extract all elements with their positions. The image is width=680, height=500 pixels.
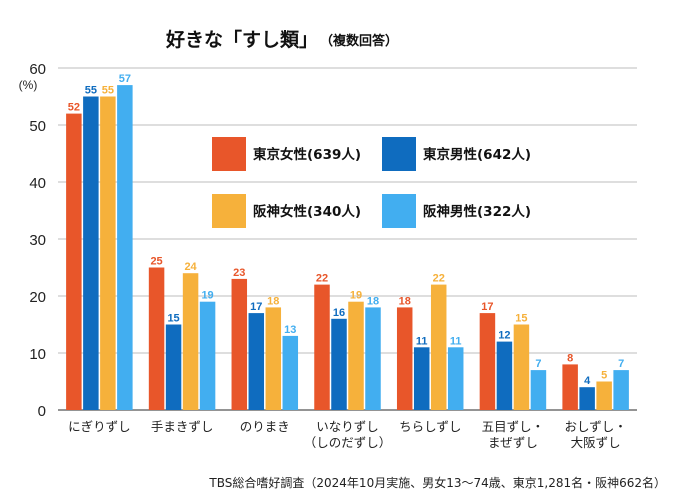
- category-label-7: おしずし・: [565, 419, 627, 434]
- bar-5-series-4: [447, 347, 464, 410]
- category-label-3: のりまき: [240, 419, 290, 434]
- chart-title: 好きな「すし類」: [165, 28, 318, 51]
- data-label-2-series-3: 24: [184, 261, 197, 273]
- gridlines: [58, 67, 637, 411]
- data-label-7-series-4: 7: [618, 358, 624, 370]
- y-tick-label-10: 10: [29, 346, 46, 363]
- legend-swatch-1: [212, 137, 246, 171]
- bar-6-series-2: [496, 341, 513, 410]
- data-label-5-series-4: 11: [450, 335, 462, 347]
- legend-swatch-3: [212, 194, 246, 228]
- data-label-3-series-3: 18: [267, 295, 279, 307]
- data-label-5-series-1: 18: [399, 295, 411, 307]
- bar-7-series-1: [562, 364, 578, 410]
- bar-4-series-2: [331, 318, 347, 410]
- bar-1-series-1: [66, 113, 82, 410]
- bar-1-series-3: [100, 96, 116, 410]
- data-label-5-series-2: 11: [416, 335, 428, 347]
- bar-1-series-4: [117, 85, 133, 410]
- category-label-6-line-2: まぜずし: [488, 435, 538, 450]
- bar-2-series-1: [148, 267, 165, 410]
- data-label-1-series-1: 52: [68, 102, 80, 114]
- data-label-5-series-3: 22: [433, 273, 445, 285]
- y-tick-label-50: 50: [29, 118, 46, 135]
- data-label-6-series-3: 15: [515, 313, 527, 325]
- y-axis-ticks: 0 10 20 30 40 50 60: [29, 61, 46, 420]
- bar-7-series-3: [596, 381, 612, 410]
- bar-1-series-2: [83, 96, 99, 410]
- bar-4-series-1: [314, 284, 330, 410]
- bar-2-series-3: [182, 273, 199, 410]
- bar-7-series-2: [579, 387, 595, 410]
- data-label-2-series-1: 25: [150, 256, 162, 268]
- category-label-6: 五目ずし・: [482, 419, 545, 434]
- bar-3-series-4: [282, 335, 299, 410]
- bar-6-series-4: [530, 370, 547, 410]
- category-label-2: 手まきずし: [151, 419, 214, 434]
- legend-swatch-2: [382, 137, 416, 171]
- data-label-7-series-2: 4: [584, 375, 591, 387]
- data-label-3-series-4: 13: [284, 324, 296, 336]
- data-label-6-series-2: 12: [498, 330, 510, 342]
- bar-4-series-4: [365, 307, 381, 410]
- data-label-3-series-1: 23: [233, 267, 245, 279]
- data-label-6-series-4: 7: [535, 358, 541, 370]
- y-tick-label-30: 30: [29, 232, 46, 249]
- bar-2-series-4: [199, 301, 216, 410]
- category-label-4-line-2: （しのだずし）: [304, 435, 392, 450]
- y-axis-unit: (%): [19, 78, 38, 92]
- data-label-7-series-1: 8: [567, 352, 573, 364]
- chart-subtitle: （複数回答）: [320, 33, 398, 49]
- bar-5-series-1: [396, 307, 413, 410]
- y-tick-label-40: 40: [29, 175, 46, 192]
- data-label-4-series-4: 18: [367, 295, 379, 307]
- bar-6-series-3: [513, 324, 530, 410]
- data-label-7-series-3: 5: [601, 370, 607, 382]
- legend: 東京女性(639人) 東京男性(642人) 阪神女性(340人) 阪神男性(322人): [212, 137, 531, 228]
- bar-4-series-3: [348, 301, 364, 410]
- bar-7-series-4: [613, 370, 629, 410]
- data-label-1-series-4: 57: [119, 73, 131, 85]
- data-label-4-series-2: 16: [333, 307, 345, 319]
- bars: [66, 85, 629, 410]
- legend-swatch-4: [382, 194, 416, 228]
- y-tick-label-0: 0: [38, 403, 46, 420]
- legend-label-1: 東京女性(639人): [253, 146, 361, 163]
- legend-label-2: 東京男性(642人): [423, 146, 531, 163]
- data-label-2-series-4: 19: [201, 290, 213, 302]
- data-label-1-series-2: 55: [85, 85, 97, 97]
- legend-label-3: 阪神女性(340人): [253, 203, 361, 220]
- x-axis-categories: にぎりずし 手まきずし のりまき いなりずし（しのだずし） ちらしずし 五目ずし・まぜずし…: [68, 419, 627, 450]
- data-label-4-series-1: 22: [316, 273, 328, 285]
- bar-5-series-2: [413, 347, 430, 410]
- y-tick-label-60: 60: [29, 61, 46, 78]
- bar-5-series-3: [430, 284, 447, 410]
- category-label-4: いなりずし: [316, 419, 379, 434]
- data-label-3-series-2: 17: [250, 301, 262, 313]
- data-label-1-series-3: 55: [102, 85, 114, 97]
- source-note: TBS総合嗜好調査（2024年10月実施、男女13～74歳、東京1,281名・阪…: [208, 475, 666, 490]
- bar-2-series-2: [165, 324, 182, 410]
- data-label-4-series-3: 19: [350, 290, 362, 302]
- y-tick-label-20: 20: [29, 289, 46, 306]
- bar-6-series-1: [479, 313, 496, 410]
- category-label-5: ちらしずし: [399, 419, 461, 434]
- data-label-2-series-2: 15: [167, 313, 179, 325]
- category-label-7-line-2: 大阪ずし: [571, 435, 621, 450]
- data-label-6-series-1: 17: [481, 301, 493, 313]
- legend-label-4: 阪神男性(322人): [423, 203, 531, 220]
- bar-3-series-1: [231, 278, 248, 410]
- bar-3-series-2: [248, 313, 265, 410]
- bar-3-series-3: [265, 307, 282, 410]
- category-label-1: にぎりずし: [68, 419, 131, 434]
